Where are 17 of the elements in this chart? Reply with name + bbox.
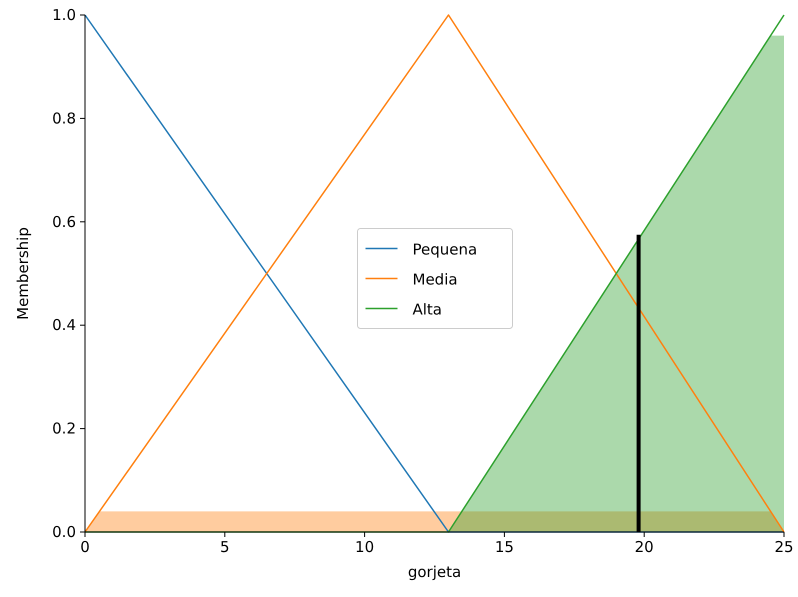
x-tick-label: 15 [494,538,514,556]
x-tick-label: 5 [220,538,230,556]
legend-label: Pequena [412,240,478,258]
y-tick-label: 0.8 [52,109,76,128]
x-axis-title: gorjeta [408,563,462,581]
x-tick-label: 10 [355,538,374,556]
y-tick-label: 0.0 [52,523,76,541]
x-tick-label: 20 [634,538,654,556]
x-tick-label: 0 [80,538,90,556]
y-tick-label: 0.4 [52,316,76,334]
y-tick-label: 0.6 [52,212,76,231]
legend-label: Alta [412,300,442,318]
legend-label: Media [412,270,458,288]
y-tick-label: 1.0 [52,6,76,24]
y-axis-title: Membership [14,227,32,320]
x-tick-label: 25 [774,538,794,556]
y-tick-label: 0.2 [52,420,76,438]
